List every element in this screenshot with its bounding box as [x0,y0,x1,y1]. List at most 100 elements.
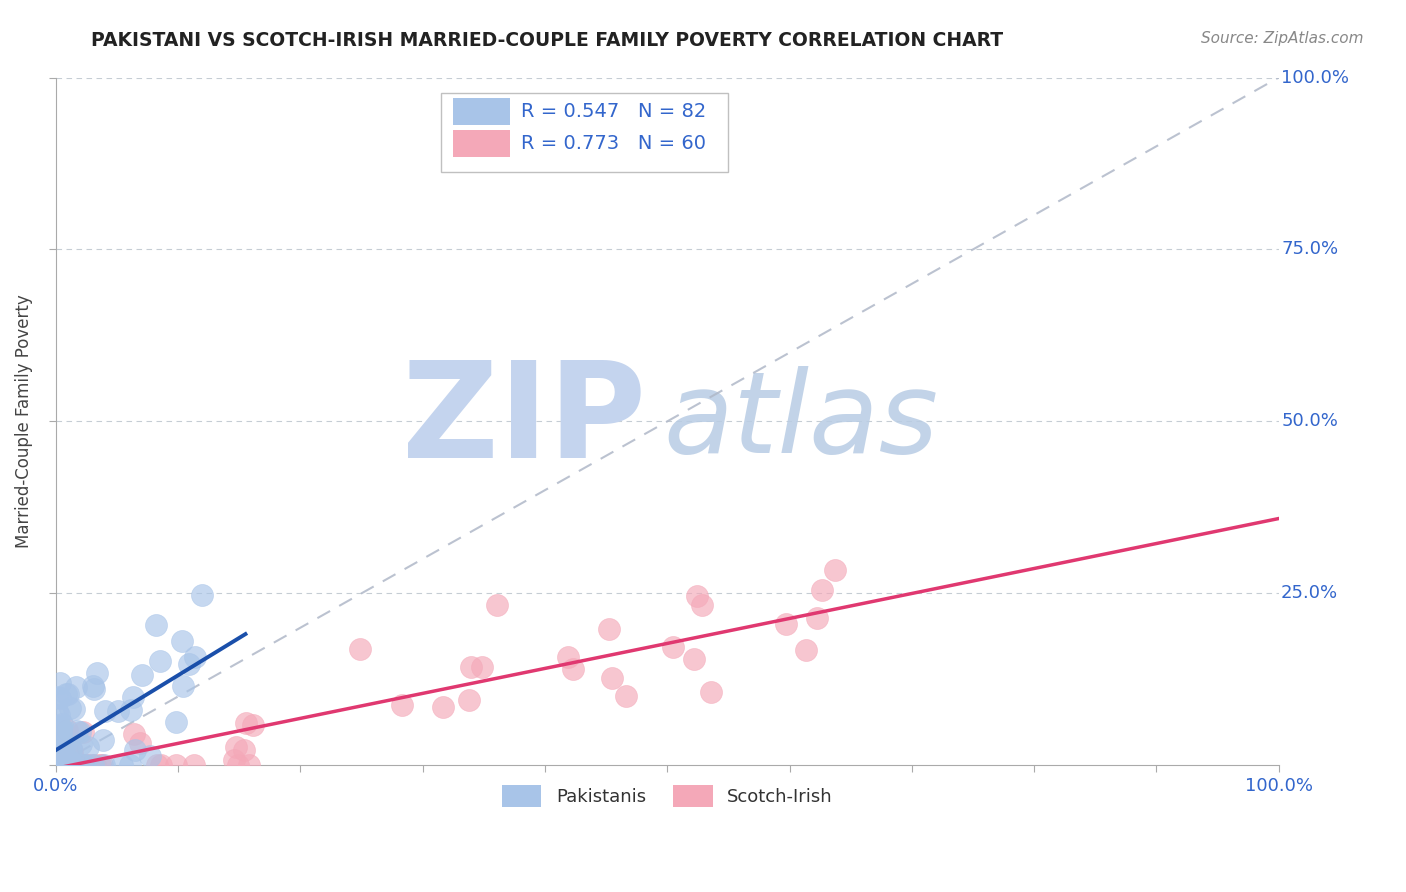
Point [51,758,73,772]
Point [686,589,709,603]
Text: atlas: atlas [664,366,939,477]
Point [66,758,89,772]
Y-axis label: Married-Couple Family Poverty: Married-Couple Family Poverty [15,294,32,549]
Point [67,758,90,772]
Text: 25.0%: 25.0% [1281,584,1339,602]
Point [128,735,150,749]
Point [45,690,67,704]
FancyBboxPatch shape [453,130,509,157]
Point [59,758,82,772]
Point [83,758,105,772]
Point [824,563,846,577]
Point [93,758,115,772]
Point [177,657,200,672]
Point [49,758,72,772]
Point [86,665,108,680]
Point [614,690,637,704]
Point [226,758,249,772]
Point [51,758,73,772]
Point [45,758,67,772]
Point [49,758,72,772]
Point [45,758,67,772]
Point [46,756,69,771]
Point [83,682,105,697]
Point [66,724,89,739]
Point [48,690,70,705]
Text: 75.0%: 75.0% [1281,241,1339,259]
Point [69,725,91,739]
Point [48,723,70,738]
Text: 50.0%: 50.0% [1281,412,1339,430]
Point [122,690,145,705]
Point [48,719,70,733]
Point [93,705,115,719]
Point [165,715,187,730]
Point [775,617,797,632]
Point [145,617,167,632]
Point [48,741,70,756]
Point [222,753,245,767]
Text: 100.0%: 100.0% [1281,69,1350,87]
Text: ZIP: ZIP [402,357,647,486]
Point [58,758,80,772]
Point [232,742,254,756]
Point [235,716,257,731]
Point [60,743,83,757]
Point [58,758,80,772]
Point [52,738,75,752]
Point [349,642,371,657]
Point [46,728,69,742]
Point [79,758,101,772]
Point [46,750,69,764]
Point [600,671,623,685]
Point [62,702,84,716]
Point [432,700,454,714]
Point [52,758,75,772]
Point [49,723,72,738]
Point [183,757,205,772]
Point [65,758,87,772]
Point [60,743,83,757]
Point [48,758,70,772]
Point [89,758,111,772]
Point [60,758,83,772]
Point [46,704,69,718]
Point [91,733,114,747]
Point [122,727,145,741]
Point [59,740,82,755]
Point [56,758,79,772]
Point [58,758,80,772]
Point [238,758,260,772]
Point [65,680,87,694]
Point [149,654,172,668]
Legend: Pakistanis, Scotch-Irish: Pakistanis, Scotch-Irish [495,778,839,814]
Point [77,739,100,754]
Point [82,679,104,693]
Point [56,758,79,772]
Point [48,707,70,722]
Point [58,701,80,715]
Point [60,758,83,772]
Point [121,703,143,717]
Point [72,758,94,772]
Point [172,679,194,693]
Point [184,650,207,665]
Point [562,662,585,676]
Point [111,758,134,772]
Point [49,721,72,735]
Point [45,758,67,772]
Point [55,758,77,772]
Point [46,750,69,764]
Point [120,758,142,772]
Point [51,720,73,734]
Point [242,718,264,732]
Point [51,728,73,742]
Point [700,684,723,698]
Point [46,751,69,765]
Point [48,752,70,766]
Text: Source: ZipAtlas.com: Source: ZipAtlas.com [1201,31,1364,46]
Point [557,650,579,665]
FancyBboxPatch shape [441,93,728,172]
Point [56,723,79,737]
Point [45,741,67,756]
